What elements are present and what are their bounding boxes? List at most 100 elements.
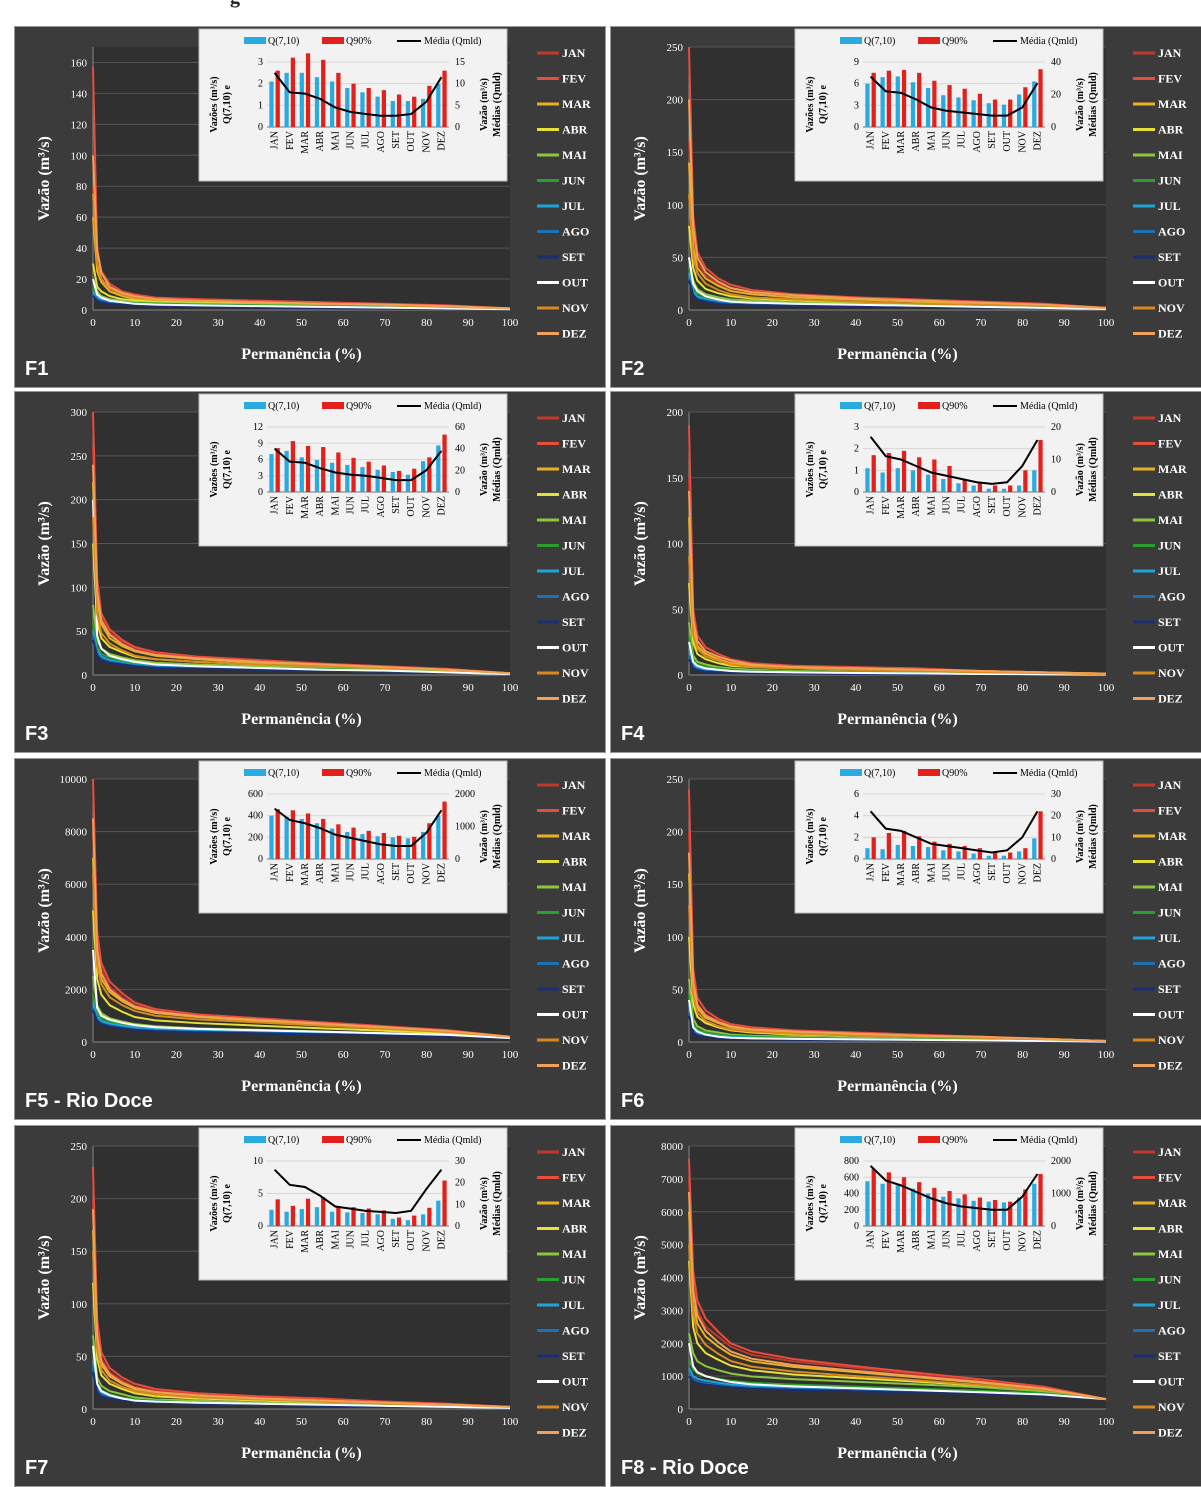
- inset-month-label: ABR: [315, 131, 326, 152]
- inset-month-label: DEZ: [1032, 1230, 1043, 1249]
- bar-q90: [917, 1182, 922, 1226]
- y-tick-label: 200: [667, 407, 684, 419]
- inset-left-tick: 0: [854, 487, 859, 498]
- x-axis-title: Permanência (%): [837, 1445, 957, 1462]
- series-line-dez: [688, 1191, 1107, 1401]
- x-axis-title: Permanência (%): [241, 1078, 361, 1095]
- bar-q90: [977, 1197, 982, 1226]
- inset-left-axis-title: Q(7,10) e: [222, 817, 233, 856]
- bar-q90: [412, 836, 417, 859]
- inset-month-label: MAR: [300, 496, 311, 519]
- x-tick-label: 30: [213, 1049, 225, 1061]
- inset-month-label: MAR: [896, 131, 907, 154]
- series-line-set: [688, 1375, 1107, 1401]
- inset-legend-q90: Q90%: [346, 768, 372, 779]
- inset-right-axis-title: Vazão (m³/s): [479, 443, 490, 496]
- legend-label: NOV: [1158, 301, 1185, 315]
- x-tick-label: 40: [850, 682, 862, 694]
- bar-q90: [351, 827, 356, 859]
- x-tick-label: 70: [975, 317, 987, 329]
- x-tick-label: 50: [296, 317, 308, 329]
- x-tick-label: 100: [502, 1416, 519, 1428]
- inset-legend-swatch-q90: [322, 769, 344, 776]
- legend-label: JAN: [562, 1145, 586, 1159]
- inset-legend-swatch-q710: [840, 37, 862, 44]
- legend-label: JAN: [1158, 1145, 1182, 1159]
- x-tick-label: 60: [934, 682, 946, 694]
- x-tick-label: 30: [809, 1049, 821, 1061]
- inset-month-label: FEV: [285, 1229, 296, 1249]
- bar-q710: [375, 836, 380, 859]
- bar-q710: [421, 98, 426, 127]
- x-tick-label: 90: [463, 682, 475, 694]
- bar-q710: [375, 469, 380, 492]
- bar-q710: [910, 846, 916, 859]
- legend-label: NOV: [1158, 666, 1185, 680]
- inset-chart: Q(7,10) Q90% Média (Qmld) 0 5 10 0 10 20 30 JAN FEV…: [198, 1127, 508, 1281]
- x-tick-label: 10: [129, 1049, 141, 1061]
- inset-left-axis-title: Q(7,10) e: [818, 1184, 829, 1223]
- x-tick-label: 100: [502, 317, 519, 329]
- y-tick-label: 60: [76, 212, 88, 224]
- inset-left-axis-title: Vazões (m³/s): [209, 1175, 220, 1231]
- inset-month-label: OUT: [406, 1230, 417, 1251]
- y-tick-label: 250: [71, 451, 88, 463]
- inset-month-label: ABR: [315, 1230, 326, 1251]
- bar-q710: [314, 460, 320, 492]
- bar-q90: [396, 94, 402, 127]
- inset-right-axis-title: Vazão (m³/s): [1075, 1177, 1086, 1230]
- x-tick-label: 30: [213, 1416, 225, 1428]
- y-tick-label: 40: [76, 243, 88, 255]
- bar-q710: [1001, 488, 1007, 492]
- legend-label: DEZ: [562, 692, 587, 706]
- inset-month-label: AGO: [376, 1230, 387, 1252]
- inset-month-label: JUN: [941, 131, 952, 149]
- legend-label: AGO: [1158, 957, 1185, 971]
- legend-label: OUT: [562, 276, 588, 290]
- series-line-out: [92, 949, 511, 1040]
- inset-right-axis-title: Médias (Qmld): [492, 437, 503, 502]
- y-tick-label: 50: [672, 984, 684, 996]
- x-tick-label: 70: [379, 1416, 391, 1428]
- bar-q90: [442, 70, 447, 127]
- series-line-abr: [92, 910, 511, 1040]
- x-tick-label: 10: [725, 317, 737, 329]
- bar-q710: [390, 101, 395, 127]
- inset-legend-swatch-q90: [918, 769, 940, 776]
- inset-month-label: AGO: [376, 496, 387, 518]
- legend-label: DEZ: [562, 327, 587, 341]
- x-axis-title: Permanência (%): [837, 346, 957, 363]
- x-tick-label: 80: [1017, 682, 1029, 694]
- legend-label: ABR: [562, 488, 588, 502]
- chart-panel: 0 1000 2000 3000 4000 5000 6000 7000 8000 0 10 20 30…: [610, 1125, 1201, 1487]
- x-tick-label: 10: [129, 1416, 141, 1428]
- legend-label: MAR: [1158, 462, 1187, 476]
- bar-q90: [901, 1177, 907, 1226]
- chart-panel: 0 50 100 150 200 0 10 20 30 40 50 60 70 80 90 100 Perman…: [610, 391, 1201, 753]
- x-tick-label: 30: [809, 682, 821, 694]
- inset-right-axis-title: Médias (Qmld): [1088, 1171, 1099, 1236]
- x-tick-label: 90: [463, 317, 475, 329]
- bar-q90: [412, 1215, 417, 1226]
- y-axis-title: Vazão (m³/s): [36, 501, 53, 586]
- x-tick-label: 20: [767, 682, 779, 694]
- bar-q90: [442, 434, 447, 492]
- legend-label: FEV: [1158, 72, 1182, 86]
- x-tick-label: 0: [686, 682, 692, 694]
- bar-q710: [299, 1209, 304, 1226]
- y-tick-label: 8000: [661, 1141, 684, 1153]
- bar-q710: [390, 471, 395, 492]
- x-tick-label: 60: [934, 1049, 946, 1061]
- legend-label: SET: [562, 1349, 585, 1363]
- bar-q710: [330, 81, 335, 127]
- inset-right-tick: 20: [455, 465, 465, 476]
- inset-month-label: ABR: [911, 1230, 922, 1251]
- inset-left-axis-title: Q(7,10) e: [222, 450, 233, 489]
- legend-label: NOV: [562, 1400, 589, 1414]
- inset-month-label: JAN: [866, 496, 877, 514]
- x-tick-label: 100: [1098, 1416, 1115, 1428]
- x-tick-label: 90: [463, 1049, 475, 1061]
- inset-left-tick: 3: [854, 422, 859, 433]
- y-tick-label: 50: [672, 604, 684, 616]
- inset-month-label: MAI: [330, 863, 341, 882]
